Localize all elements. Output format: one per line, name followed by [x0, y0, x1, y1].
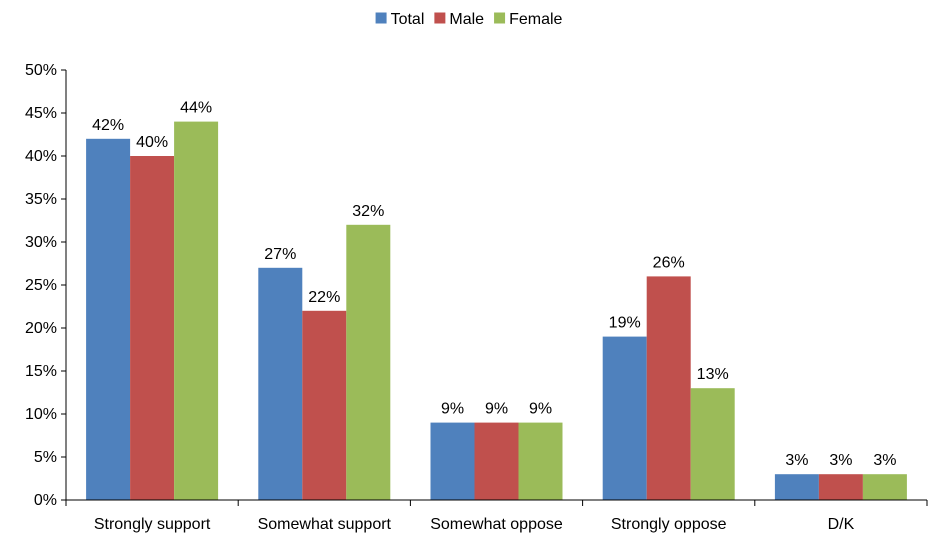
legend: Total Male Female [375, 11, 563, 28]
bar-female [690, 388, 735, 500]
bar-female [518, 422, 563, 500]
data-label: 26% [653, 254, 685, 271]
x-tick-label: Somewhat support [258, 516, 392, 533]
data-label: 9% [441, 401, 464, 418]
x-axis: Strongly support Somewhat support Somewhat… [65, 499, 928, 533]
bar-male [646, 276, 691, 500]
data-label: 32% [352, 203, 384, 220]
data-label: 40% [136, 134, 168, 151]
data-label: 3% [873, 452, 896, 469]
data-label: 9% [485, 401, 508, 418]
legend-label: Total [391, 11, 425, 28]
y-tick-label: 10% [25, 406, 57, 423]
data-label: 9% [529, 401, 552, 418]
data-label: 27% [264, 246, 296, 263]
bar-male [818, 474, 863, 500]
bar-total [774, 474, 819, 500]
legend-swatch-total [375, 12, 387, 24]
bar-total [602, 336, 647, 500]
y-tick-label: 50% [25, 62, 57, 79]
legend-swatch-male [434, 12, 446, 24]
y-axis: 0% 5% 10% 15% 20% 25% 30% 35% 40% 45% 50% [25, 62, 67, 509]
bar-female [346, 224, 391, 501]
y-tick-label: 40% [25, 148, 57, 165]
legend-label: Male [449, 11, 484, 28]
x-tick-label: D/K [828, 516, 855, 533]
bar-total [86, 138, 131, 501]
bar-male [130, 156, 175, 500]
y-tick-label: 35% [25, 191, 57, 208]
bar-female [174, 121, 219, 500]
data-label: 22% [308, 289, 340, 306]
x-tick-label: Strongly support [94, 516, 211, 533]
bar-female [862, 474, 907, 500]
bar-male [302, 310, 347, 500]
x-tick-label: Somewhat oppose [430, 516, 563, 533]
data-label: 42% [92, 117, 124, 134]
data-labels: 42% 40% 44% 27% 22% 32% 9% 9% 9% 19% 26% 13% 3% 3% 3% [92, 100, 896, 470]
data-label: 13% [697, 366, 729, 383]
data-label: 19% [609, 315, 641, 332]
data-label: 3% [785, 452, 808, 469]
data-label: 3% [829, 452, 852, 469]
y-tick-label: 25% [25, 277, 57, 294]
y-tick-label: 45% [25, 105, 57, 122]
bars [86, 121, 907, 501]
y-tick-label: 30% [25, 234, 57, 251]
legend-label: Female [509, 11, 562, 28]
y-tick-label: 5% [34, 449, 57, 466]
x-tick-label: Strongly oppose [611, 516, 727, 533]
bar-male [474, 422, 519, 500]
legend-swatch-female [494, 12, 506, 24]
bar-total [258, 267, 303, 500]
y-tick-label: 15% [25, 363, 57, 380]
y-tick-label: 20% [25, 320, 57, 337]
data-label: 44% [180, 100, 212, 117]
bar-total [430, 422, 475, 500]
y-tick-label: 0% [34, 492, 57, 509]
